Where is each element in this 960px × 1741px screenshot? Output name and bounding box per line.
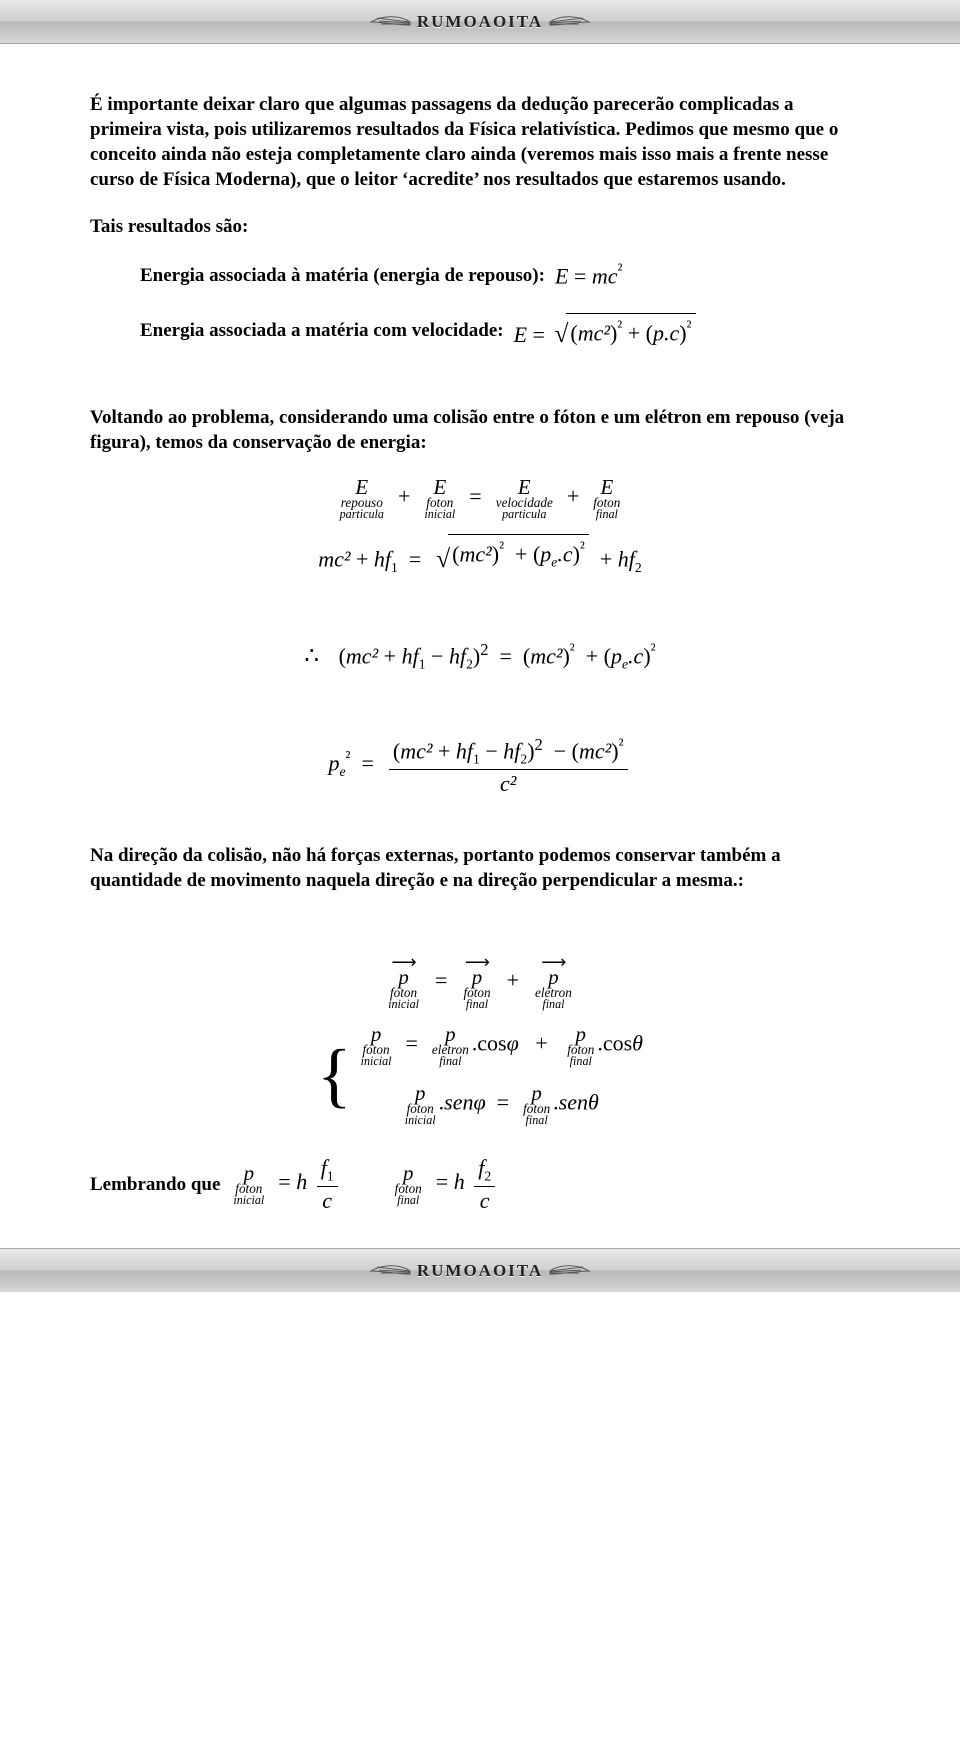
recall-label: Lembrando que [90, 1172, 220, 1197]
brand-text: RUMOAOITA [417, 12, 543, 32]
paragraph-collision: Voltando ao problema, considerando uma c… [90, 405, 870, 455]
footer-bar: RUMOAOITA [0, 1248, 960, 1292]
result-2-label: Energia associada a matéria com velocida… [140, 318, 504, 343]
eq-energy-conservation: Erepousoparticula + Efotoninicial = Evel… [90, 477, 870, 520]
recall-line: Lembrando que pfotoninicial = h f1c pfot… [90, 1156, 870, 1212]
brand-logo: RUMOAOITA [369, 12, 591, 32]
eq-momentum-system: { pfotoninicial = peletronfinal.cosφ + p… [90, 1024, 870, 1126]
wing-left-icon [369, 12, 411, 32]
footer-brand-text: RUMOAOITA [417, 1261, 543, 1281]
footer-logo: RUMOAOITA [369, 1261, 591, 1281]
result-2: Energia associada a matéria com velocida… [140, 313, 870, 349]
eq-p-final: pfotonfinal = h f2c [392, 1156, 499, 1212]
result-1: Energia associada à matéria (energia de … [140, 259, 870, 290]
result-1-label: Energia associada à matéria (energia de … [140, 263, 545, 288]
eq-pe-squared: pe² = (mc² + hf1 − hf2)2 − (mc²)² c² [90, 736, 870, 795]
eq-vel-energy: E = √ (mc²)² + (p.c)² [514, 313, 696, 349]
eq-momentum-vector: ⟶pfotoninicial = ⟶pfotonfinal + ⟶peletro… [90, 955, 870, 1010]
wing-right-icon [549, 1261, 591, 1281]
document-body: É importante deixar claro que algumas pa… [0, 44, 960, 1248]
wing-left-icon [369, 1261, 411, 1281]
eq-squared: ∴ (mc² + hf1 − hf2)2 = (mc²)² + (pe.c)² [90, 639, 870, 674]
results-heading: Tais resultados são: [90, 214, 870, 239]
paragraph-momentum: Na direção da colisão, não há forças ext… [90, 843, 870, 893]
eq-p-initial: pfotoninicial = h f1c [230, 1156, 341, 1212]
header-bar: RUMOAOITA [0, 0, 960, 44]
eq-rest-energy: E = mc² [555, 259, 622, 290]
wing-right-icon [549, 12, 591, 32]
paragraph-intro: É importante deixar claro que algumas pa… [90, 92, 870, 192]
eq-energy-expanded: mc² + hf1 = √ (mc²)² + (pe.c)² + hf2 [90, 534, 870, 577]
